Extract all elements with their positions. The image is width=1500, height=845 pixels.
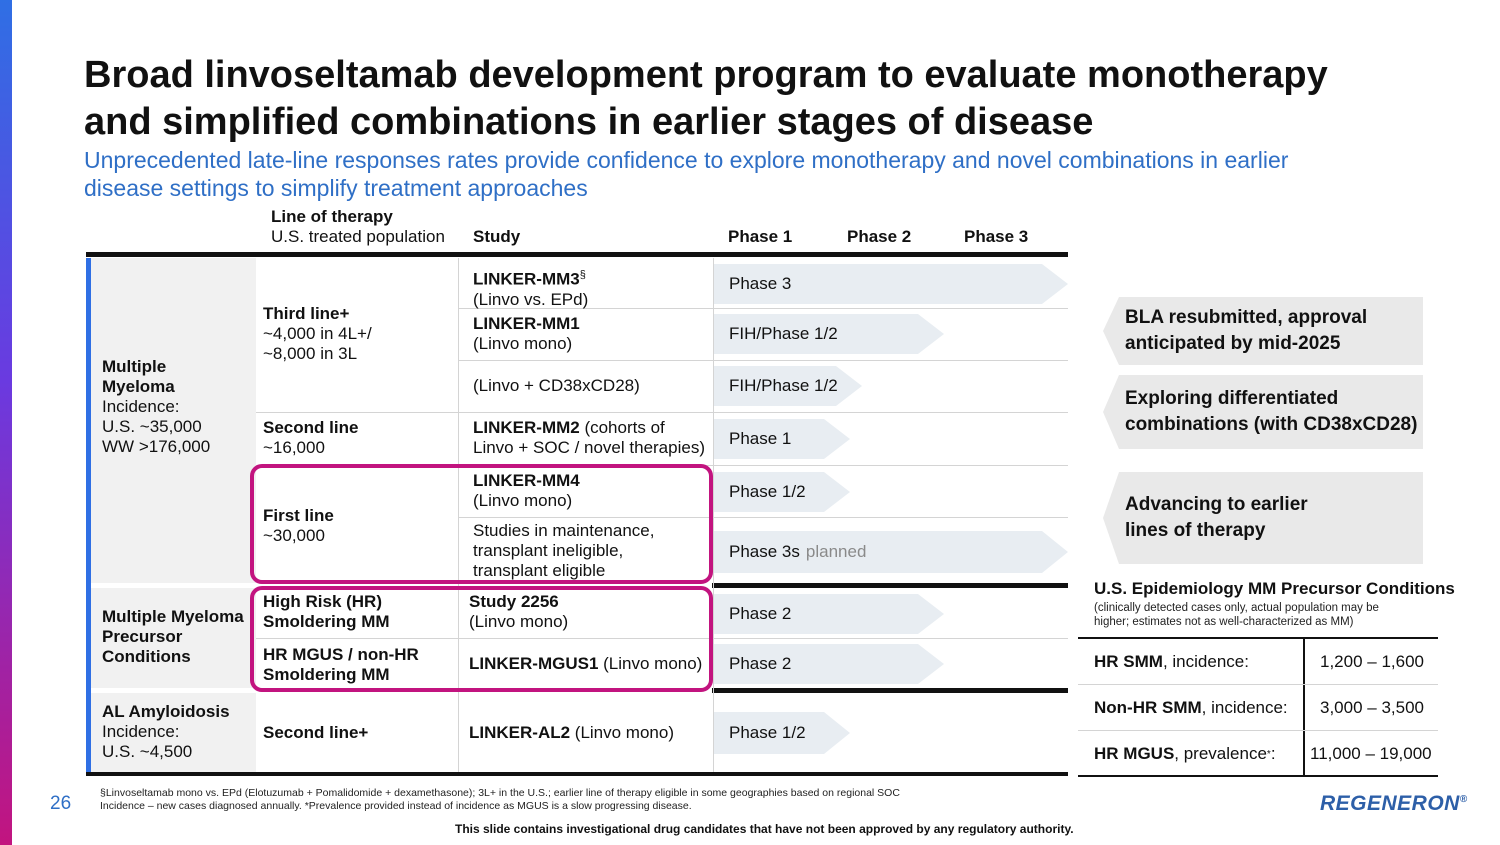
callout-bla: BLA resubmitted, approval anticipated by …: [1103, 297, 1423, 365]
epi-divider: [1303, 639, 1305, 776]
epi-note: (clinically detected cases only, actual …: [1094, 602, 1379, 628]
epi-row-hr-mgus-value: 11,000 – 19,000: [1310, 744, 1432, 763]
disease-cell-mm: [91, 258, 256, 583]
epi-row-divider-2: [1078, 730, 1438, 731]
divider-h-5: [459, 517, 1068, 518]
disease-accent-line: [86, 258, 91, 772]
callout-advance: Advancing to earlier lines of therapy: [1103, 472, 1423, 564]
study-linker-mm1: LINKER-MM1 (Linvo mono): [473, 314, 580, 353]
study-combo: (Linvo + CD38xCD28): [473, 376, 640, 395]
phase-bar-combo: FIH/Phase 1/2: [714, 366, 862, 406]
header-line-of-therapy: Line of therapy U.S. treated population: [271, 207, 445, 246]
disclaimer: This slide contains investigational drug…: [455, 822, 1074, 836]
study-linker-mgus1: LINKER-MGUS1 (Linvo mono): [469, 654, 703, 673]
divider-h-2: [459, 360, 1068, 361]
section-rule-mm: [712, 583, 1068, 588]
epi-top-rule: [1078, 637, 1438, 639]
phase-bar-mgus1: Phase 2: [714, 644, 944, 684]
phase-bar-al2: Phase 1/2: [714, 712, 850, 754]
phase-bar-2256: Phase 2: [714, 594, 944, 634]
divider-v-phase: [713, 258, 714, 772]
study-linker-al2: LINKER-AL2 (Linvo mono): [469, 723, 674, 742]
highlight-precursor: [250, 586, 713, 692]
line-second: Second line ~16,000: [263, 418, 359, 457]
disease-precursor-label: Multiple Myeloma Precursor Conditions: [102, 607, 244, 666]
epi-row-nonhr-smm-label: Non-HR SMM, incidence:: [1094, 698, 1288, 717]
epi-bottom-rule: [1078, 775, 1438, 777]
phase-bar-mm4: Phase 1/2: [714, 472, 850, 512]
subtitle-line-1: Unprecedented late-line responses rates …: [84, 147, 1289, 173]
study-linker-mm2: LINKER-MM2 (cohorts of Linvo + SOC / nov…: [473, 418, 705, 457]
title-line-1: Broad linvoseltamab development program …: [84, 54, 1328, 96]
epi-row-hr-smm-value: 1,200 – 1,600: [1320, 652, 1424, 671]
header-phase-2: Phase 2: [847, 227, 912, 246]
header-phase-3: Phase 3: [964, 227, 1029, 246]
study-linker-mm3: LINKER-MM3§ (Linvo vs. EPd): [473, 269, 589, 309]
line-first: First line ~30,000: [263, 506, 334, 545]
header-study: Study: [473, 227, 521, 246]
epi-row-hr-smm-label: HR SMM, incidence:: [1094, 652, 1249, 671]
title-line-2: and simplified combinations in earlier s…: [84, 101, 1094, 143]
footnote: §Linvoseltamab mono vs. EPd (Elotuzumab …: [100, 787, 900, 812]
highlight-first-line: [250, 464, 713, 584]
phase-bar-mm1: FIH/Phase 1/2: [714, 314, 944, 354]
section-rule-precursor: [712, 688, 1068, 693]
disease-gap-2: [91, 688, 256, 693]
divider-v-study: [458, 258, 459, 772]
disease-mm-label: Multiple Myeloma Incidence: U.S. ~35,000…: [102, 357, 211, 456]
divider-h-3: [256, 412, 1068, 413]
subtitle-line-2: disease settings to simplify treatment a…: [84, 175, 588, 201]
accent-bar: [0, 0, 12, 845]
study-linker-mm4: LINKER-MM4 (Linvo mono): [473, 471, 580, 510]
phase-bar-maintenance: Phase 3s planned: [714, 531, 1068, 573]
disease-cell-precursor: [91, 588, 256, 688]
table-top-rule: [86, 252, 1068, 257]
disease-cell-al: [91, 693, 256, 772]
divider-h-6: [256, 638, 1068, 639]
header-phase-1: Phase 1: [728, 227, 793, 246]
page-number: 26: [50, 793, 72, 814]
epi-title: U.S. Epidemiology MM Precursor Condition…: [1094, 579, 1455, 598]
page-subtitle: Unprecedented late-line responses rates …: [84, 146, 1444, 202]
epi-row-hr-mgus-label: HR MGUS, prevalence *:: [1094, 744, 1276, 763]
line-al: Second line+: [263, 723, 369, 742]
line-third: Third line+ ~4,000 in 4L+/ ~8,000 in 3L: [263, 304, 372, 363]
page-title: Broad linvoseltamab development program …: [84, 52, 1464, 146]
line-hr-smm: High Risk (HR) Smoldering MM: [263, 592, 390, 631]
line-mgus: HR MGUS / non-HR Smoldering MM: [263, 645, 419, 684]
study-2256: Study 2256 (Linvo mono): [469, 592, 569, 631]
epi-row-divider-1: [1078, 684, 1438, 685]
table-bottom-rule: [86, 772, 1068, 776]
regeneron-logo: REGENERON®: [1320, 792, 1468, 815]
disease-al-label: AL Amyloidosis Incidence: U.S. ~4,500: [102, 702, 230, 761]
epi-row-nonhr-smm-value: 3,000 – 3,500: [1320, 698, 1424, 717]
callout-explore: Exploring differentiated combinations (wi…: [1103, 375, 1423, 449]
phase-bar-mm2: Phase 1: [714, 419, 850, 459]
divider-h-1: [459, 308, 1068, 309]
study-maintenance: Studies in maintenance, transplant ineli…: [473, 521, 655, 580]
disease-gap-1: [91, 583, 256, 588]
phase-bar-mm3: Phase 3: [714, 264, 1068, 304]
